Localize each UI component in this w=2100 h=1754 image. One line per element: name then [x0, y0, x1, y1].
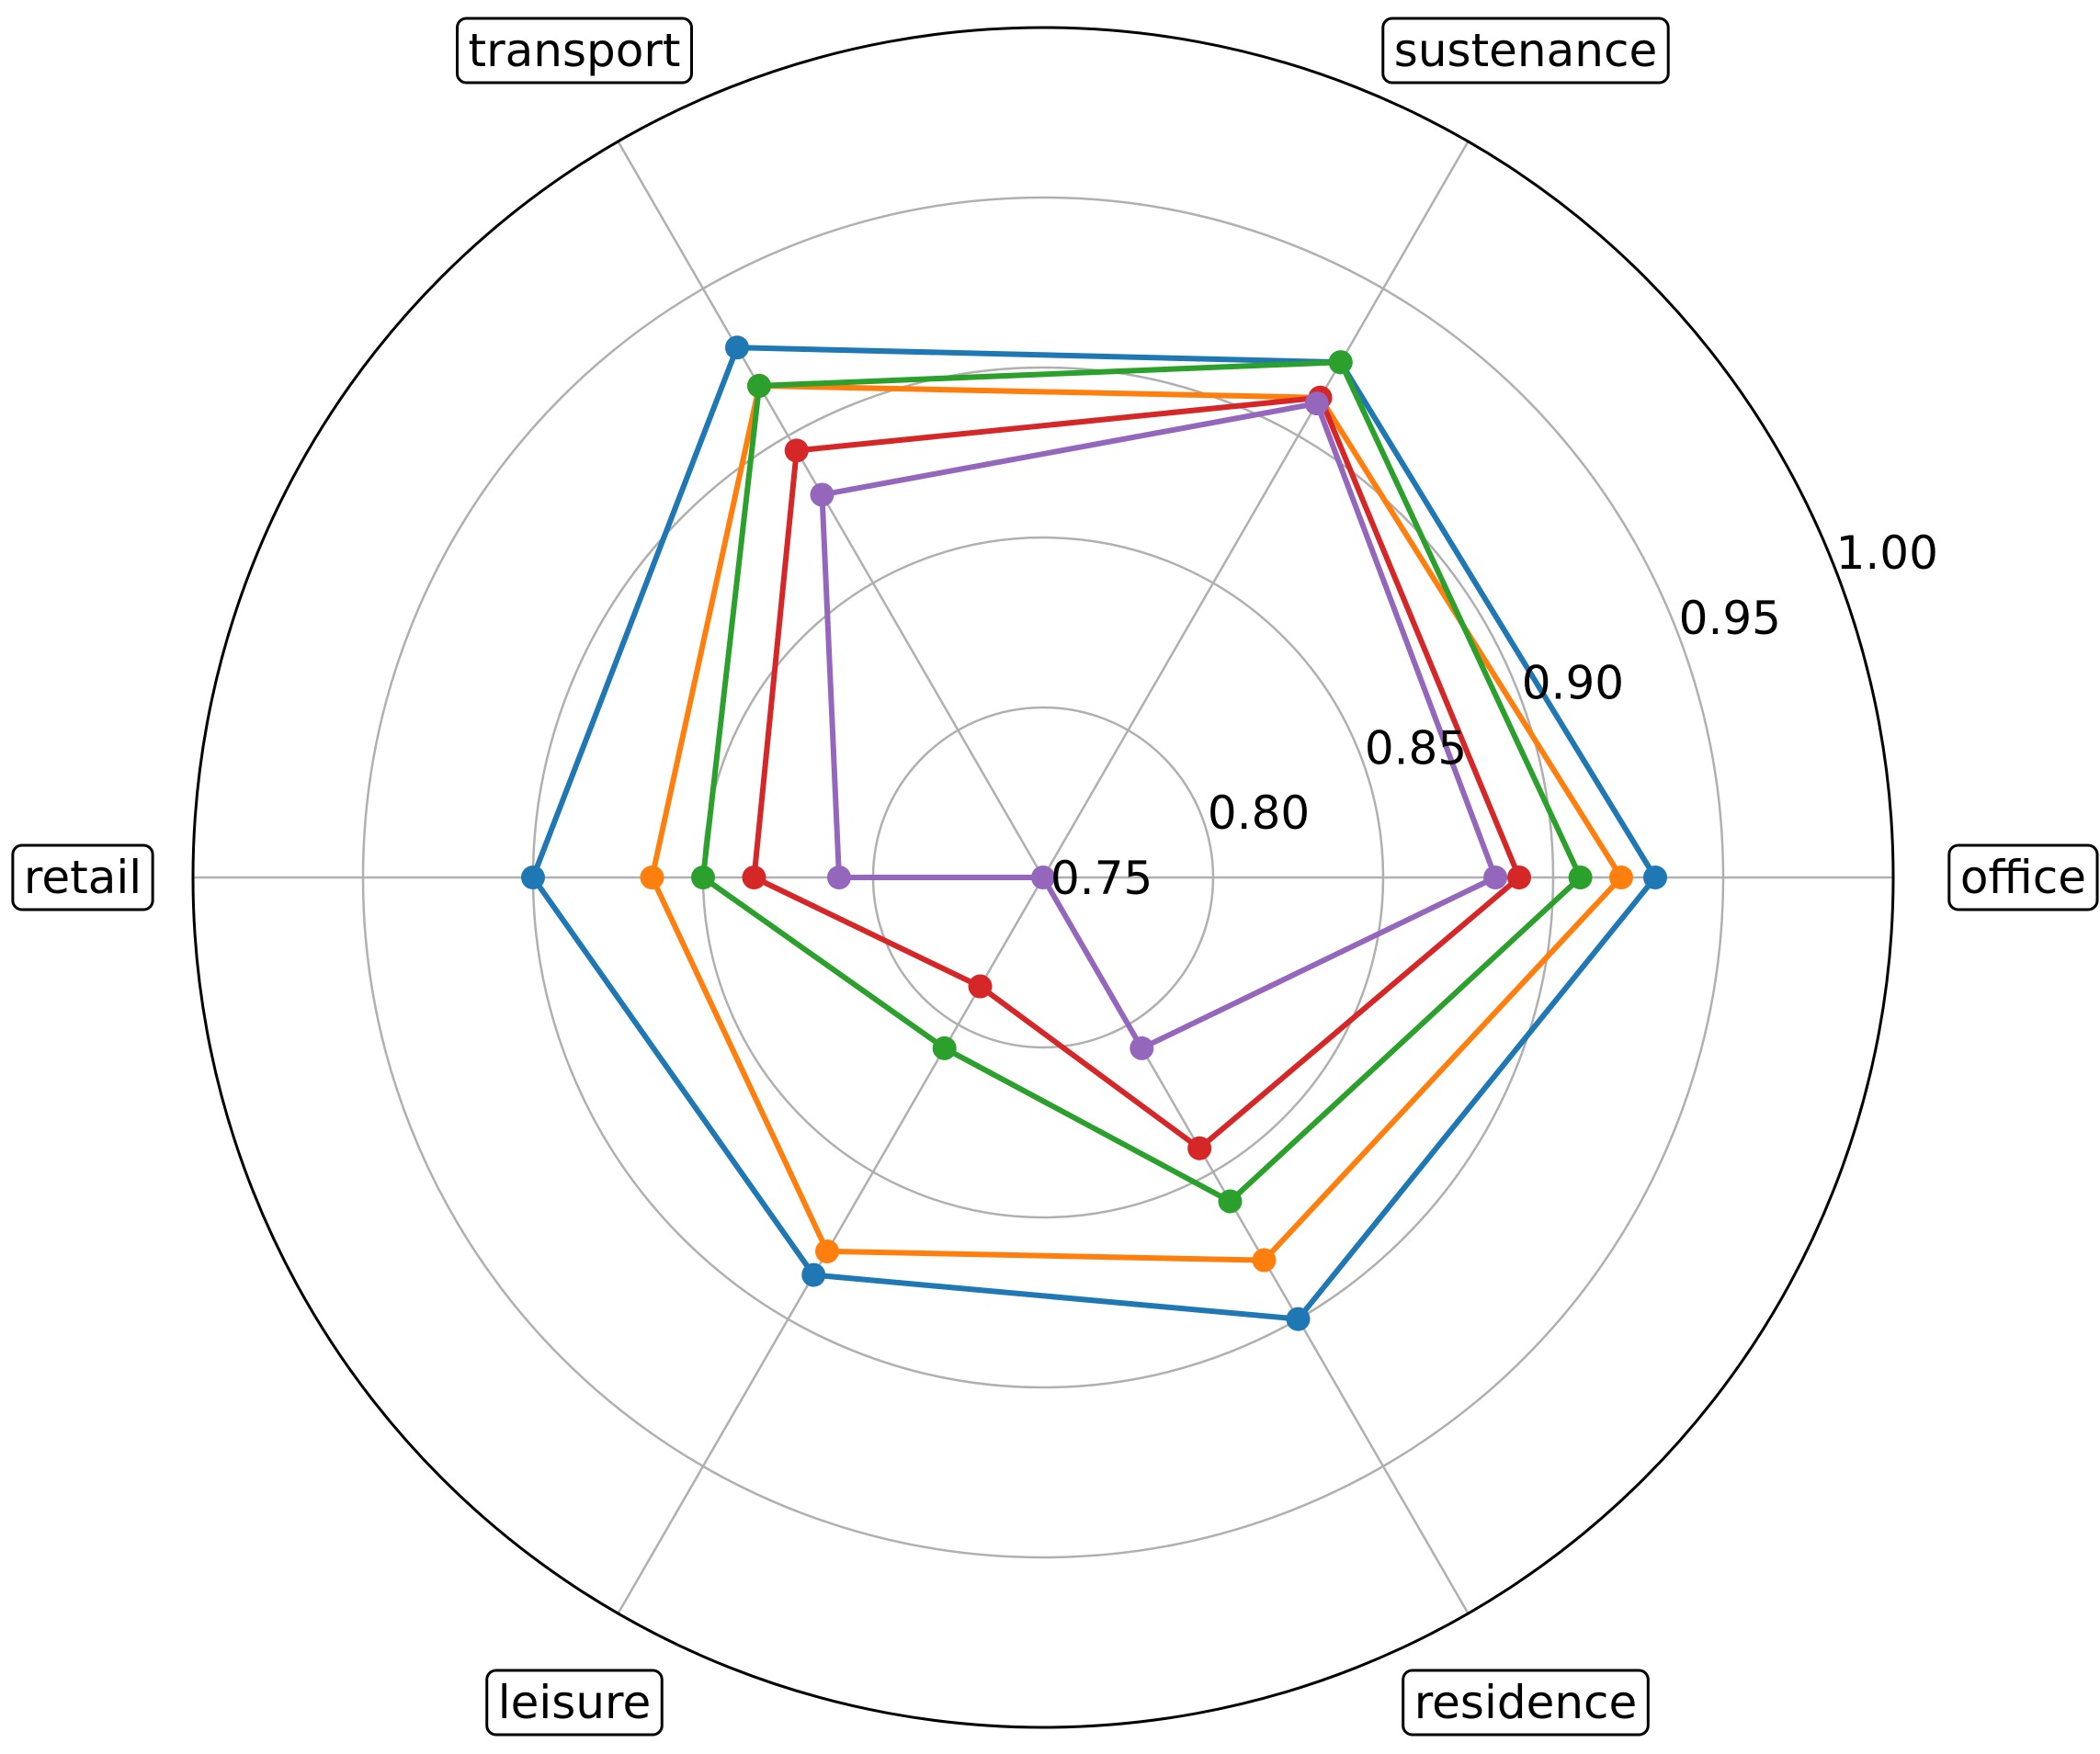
data-point-residence [1129, 1035, 1154, 1060]
r-tick-label: 0.75 [1050, 852, 1152, 905]
label-box [1402, 1669, 1650, 1737]
series-line [530, 345, 1658, 1322]
data-point-residence [1187, 1136, 1212, 1160]
category-label-residence: residence [1402, 1669, 1650, 1737]
r-tick-label: 0.85 [1365, 721, 1467, 775]
category-label-transport: transport [455, 17, 694, 85]
data-point-leisure [801, 1262, 826, 1287]
polar-frame [191, 26, 1895, 1729]
data-point-sustenance [1328, 350, 1353, 375]
data-point-leisure [968, 974, 993, 999]
data-point-retail [521, 866, 545, 889]
series-5 [810, 391, 1508, 1060]
data-point-office [1507, 866, 1531, 889]
data-point-retail [640, 866, 664, 889]
data-point-residence [1252, 1248, 1277, 1273]
spoke-transport [617, 141, 1045, 878]
data-point-office [1483, 866, 1508, 889]
r-tick-label: 0.95 [1679, 592, 1781, 645]
data-point-residence [1218, 1189, 1243, 1214]
data-point-leisure [1031, 866, 1055, 889]
data-point-transport [810, 482, 834, 507]
data-point-transport [725, 335, 749, 360]
category-text: retail [24, 851, 142, 904]
data-point-transport [784, 438, 809, 463]
spoke-sustenance [1041, 141, 1470, 878]
data-point-leisure [815, 1239, 840, 1263]
r-tick-label: 1.00 [1836, 526, 1938, 580]
category-text: leisure [498, 1676, 652, 1729]
label-box [455, 17, 694, 85]
category-label-office: office [1947, 843, 2099, 911]
category-text: transport [468, 24, 680, 77]
r-tick-label: 0.80 [1208, 786, 1310, 840]
data-point-retail [742, 866, 766, 889]
label-box [485, 1669, 664, 1737]
r-tick-label: 0.90 [1522, 657, 1624, 710]
data-point-sustenance [1304, 391, 1329, 416]
category-labels: office sustenance transport retail leisure re… [11, 17, 2099, 1737]
series-layer [521, 335, 1667, 1331]
category-text: sustenance [1394, 24, 1657, 77]
data-point-leisure [932, 1035, 957, 1060]
category-text: office [1960, 851, 2086, 904]
category-text: residence [1414, 1676, 1638, 1729]
category-label-leisure: leisure [485, 1669, 664, 1737]
label-box [1947, 843, 2099, 911]
radial-tick-labels: 0.75 0.80 0.85 0.90 0.95 1.00 [1050, 526, 1938, 905]
data-point-transport [747, 373, 772, 398]
series-1 [521, 335, 1667, 1331]
data-point-office [1643, 866, 1667, 889]
category-label-retail: retail [11, 843, 154, 911]
data-point-retail [691, 866, 715, 889]
grid-ring [361, 196, 1725, 1559]
data-point-office [1568, 866, 1593, 889]
data-point-retail [827, 866, 851, 889]
data-point-office [1609, 866, 1633, 889]
category-label-sustenance: sustenance [1381, 17, 1670, 85]
label-box [11, 843, 154, 911]
data-point-residence [1286, 1307, 1311, 1331]
label-box [1381, 17, 1670, 85]
series-3 [691, 350, 1593, 1214]
